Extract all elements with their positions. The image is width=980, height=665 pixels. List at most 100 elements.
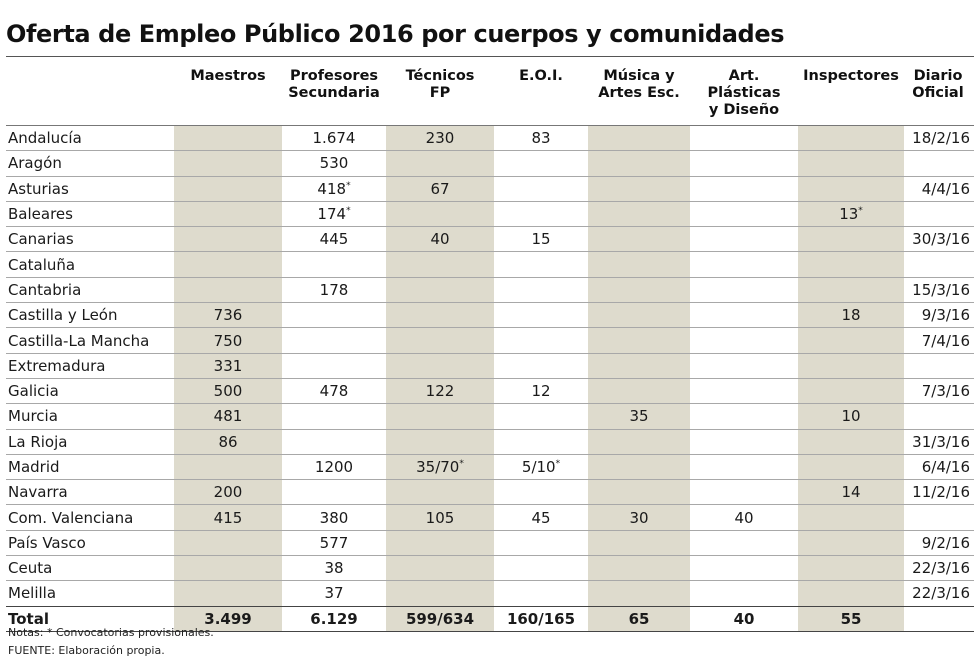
table-row: Navarra 200 14 11/2/16 xyxy=(6,479,974,505)
table-cell xyxy=(798,504,904,531)
table-cell xyxy=(282,327,386,354)
table-cell xyxy=(588,150,690,177)
total-cell: 40 xyxy=(690,605,798,632)
table-cell: 12 xyxy=(494,377,588,404)
table-cell xyxy=(798,175,904,202)
table-row: Com. Valenciana 415 380 105 45 30 40 xyxy=(6,504,974,531)
table-cell xyxy=(174,175,282,202)
table-cell xyxy=(282,302,386,328)
table-cell: 500 xyxy=(174,377,282,404)
table-cell: 331 xyxy=(174,352,282,379)
table-cell: 40 xyxy=(386,226,494,252)
table-row: Asturias 418* 67 4/4/16 xyxy=(6,175,974,202)
table-cell xyxy=(494,302,588,328)
table-cell xyxy=(904,150,974,177)
region-name: Baleares xyxy=(6,200,174,227)
table-cell: 4/4/16 xyxy=(904,175,974,202)
table-cell xyxy=(494,403,588,430)
table-cell: 105 xyxy=(386,504,494,531)
table-cell xyxy=(690,150,798,177)
table-cell xyxy=(798,352,904,379)
region-name: Melilla xyxy=(6,580,174,607)
region-name: Com. Valenciana xyxy=(6,504,174,531)
table-cell xyxy=(174,555,282,581)
table-cell xyxy=(798,327,904,354)
region-name: La Rioja xyxy=(6,428,174,455)
table-cell xyxy=(588,352,690,379)
table-cell xyxy=(690,377,798,404)
table-cell xyxy=(588,200,690,227)
region-name: Castilla-La Mancha xyxy=(6,327,174,354)
table-row: Galicia 500 478 122 12 7/3/16 xyxy=(6,377,974,404)
notes-text: Notas: * Convocatorias provisionales. xyxy=(8,626,214,639)
table-cell: 478 xyxy=(282,377,386,404)
table-cell xyxy=(904,504,974,531)
table-cell: 418* xyxy=(282,175,386,202)
table-cell xyxy=(174,276,282,303)
total-row: Total 3.499 6.129 599/634 160/165 65 40 55 xyxy=(6,605,974,632)
table-cell xyxy=(798,150,904,177)
table-cell xyxy=(386,352,494,379)
table-cell xyxy=(588,251,690,278)
table-cell xyxy=(690,124,798,151)
provisional-mark: * xyxy=(858,206,863,217)
source-text: FUENTE: Elaboración propia. xyxy=(8,644,165,657)
table-cell xyxy=(282,352,386,379)
header-musica-artes: Música y Artes Esc. xyxy=(598,68,680,101)
table-cell xyxy=(798,251,904,278)
table-cell xyxy=(494,580,588,607)
page-title: Oferta de Empleo Público 2016 por cuerpo… xyxy=(6,20,785,48)
table-cell xyxy=(588,529,690,556)
table-cell: 530 xyxy=(282,150,386,177)
table-cell xyxy=(690,529,798,556)
table-cell xyxy=(690,555,798,581)
table-cell xyxy=(690,175,798,202)
table-cell: 35 xyxy=(588,403,690,430)
table-cell xyxy=(588,453,690,480)
table-cell xyxy=(386,251,494,278)
table-header-row: Maestros Profesores Secundaria Técnicos FP E.… xyxy=(6,62,974,126)
table-cell xyxy=(588,555,690,581)
table-row: Ceuta 38 22/3/16 xyxy=(6,555,974,581)
table-cell xyxy=(798,124,904,151)
table-cell xyxy=(386,403,494,430)
table-cell xyxy=(494,251,588,278)
table-cell xyxy=(494,200,588,227)
data-table: Maestros Profesores Secundaria Técnicos FP E.… xyxy=(6,62,974,632)
table-row: Melilla 37 22/3/16 xyxy=(6,580,974,607)
table-cell: 31/3/16 xyxy=(904,428,974,455)
table-cell: 481 xyxy=(174,403,282,430)
table-row: Castilla y León 736 18 9/3/16 xyxy=(6,302,974,328)
table-cell xyxy=(690,327,798,354)
table-cell xyxy=(904,251,974,278)
table-cell xyxy=(690,580,798,607)
table-cell: 67 xyxy=(386,175,494,202)
table-cell xyxy=(386,200,494,227)
table-row: País Vasco 577 9/2/16 xyxy=(6,529,974,556)
table-cell xyxy=(174,200,282,227)
header-diario-oficial: Diario Oficial xyxy=(912,68,964,101)
total-cell: 599/634 xyxy=(386,605,494,632)
table-cell xyxy=(174,580,282,607)
region-name: Canarias xyxy=(6,226,174,252)
table-cell xyxy=(798,555,904,581)
provisional-mark: * xyxy=(459,459,464,469)
table-cell: 174* xyxy=(282,200,386,227)
table-cell: 10 xyxy=(798,403,904,430)
table-cell: 750 xyxy=(174,327,282,354)
table-cell xyxy=(588,428,690,455)
table-cell: 380 xyxy=(282,504,386,531)
table-cell xyxy=(690,276,798,303)
table-cell xyxy=(904,352,974,379)
table-cell xyxy=(386,529,494,556)
table-cell: 22/3/16 xyxy=(904,580,974,607)
table-cell xyxy=(588,276,690,303)
provisional-mark: * xyxy=(555,459,561,469)
table-cell xyxy=(386,479,494,505)
table-cell xyxy=(494,150,588,177)
table-cell: 1200 xyxy=(282,453,386,480)
total-cell: 3.499 xyxy=(174,605,282,632)
region-name: Asturias xyxy=(6,175,174,202)
table-cell xyxy=(174,150,282,177)
table-cell xyxy=(690,226,798,252)
